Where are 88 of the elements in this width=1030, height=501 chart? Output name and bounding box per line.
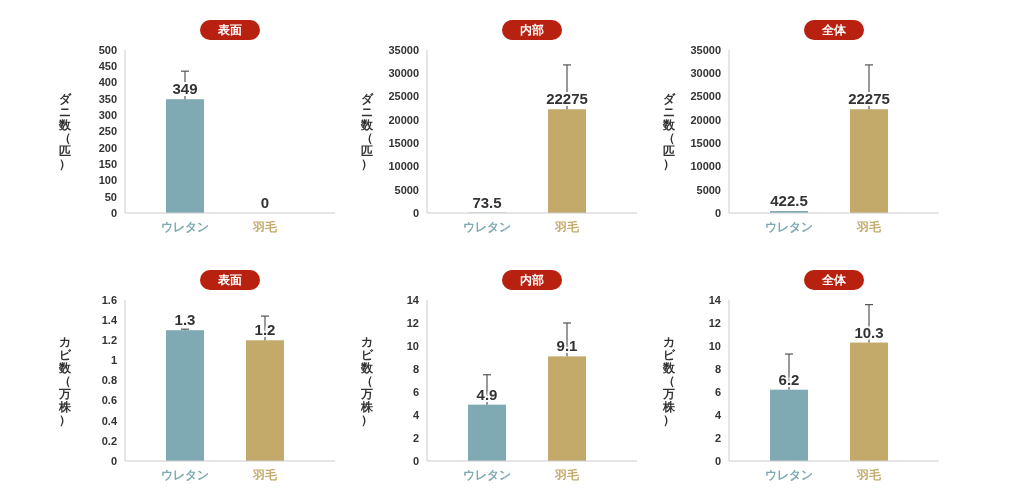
y-axis-title: カビ数（万株） [360,334,374,427]
y-tick-label: 20000 [388,113,419,126]
chart-title: 内部 [520,273,544,287]
y-tick-label: 15000 [388,136,419,149]
y-tick-label: 0 [412,454,419,467]
x-tick-label: 羽毛 [554,220,580,234]
y-tick-label: 6 [714,385,721,398]
data-label: 422.5 [770,192,808,210]
y-tick-label: 5000 [394,183,419,196]
y-tick-label: 30000 [388,67,419,80]
y-tick-label: 0.2 [101,434,117,447]
y-tick-label: 35000 [388,43,419,56]
data-label: 22275 [848,90,890,108]
y-tick-label: 10000 [690,160,721,173]
y-tick-label: 200 [98,141,117,154]
y-axis-title: カビ数（万株） [58,334,72,427]
data-label: 0 [260,194,270,211]
y-tick-label: 0 [412,206,419,219]
y-tick-label: 0 [714,206,721,219]
y-tick-label: 0.8 [101,374,117,387]
y-tick-label: 6 [412,385,419,398]
x-tick-label: 羽毛 [856,468,882,482]
y-tick-label: 10 [708,339,721,352]
data-label: 10.3 [854,323,884,341]
y-tick-label: 15000 [690,136,721,149]
y-tick-label: 4 [714,408,722,421]
y-tick-label: 0 [110,206,117,219]
y-tick-label: 0 [714,454,721,467]
data-label: 22275 [546,90,588,108]
y-tick-label: 1.2 [101,334,117,347]
y-tick-label: 20000 [690,113,721,126]
y-tick-label: 12 [708,316,721,329]
x-tick-label: ウレタン [765,220,813,234]
data-label: 1.2 [254,321,276,339]
y-tick-label: 0.6 [101,394,117,407]
y-tick-label: 1.6 [101,293,117,306]
y-axis-title: ダニ数（匹） [58,92,72,172]
y-tick-label: 12 [406,316,419,329]
x-tick-label: ウレタン [161,220,209,234]
y-tick-label: 350 [98,92,117,105]
y-tick-label: 400 [98,76,117,89]
y-tick-label: 500 [98,43,117,56]
y-tick-label: 0 [110,454,117,467]
y-tick-label: 450 [98,60,117,73]
y-tick-label: 5000 [696,183,721,196]
y-tick-label: 0.4 [101,414,118,427]
y-tick-label: 8 [714,362,721,375]
y-tick-label: 300 [98,109,117,122]
chart-title: 内部 [520,23,544,37]
x-tick-label: 羽毛 [252,220,278,234]
y-tick-label: 250 [98,125,117,138]
y-tick-label: 35000 [690,43,721,56]
y-tick-label: 30000 [690,67,721,80]
y-tick-label: 4 [412,408,420,421]
x-tick-label: 羽毛 [252,468,278,482]
y-tick-label: 10 [406,339,419,352]
y-tick-label: 25000 [388,90,419,103]
chart-title: 表面 [217,23,242,37]
x-tick-label: ウレタン [463,468,511,482]
y-tick-label: 8 [412,362,419,375]
y-axis-title: カビ数（万株） [662,334,676,427]
y-axis-title: ダニ数（匹） [662,92,676,172]
x-tick-label: 羽毛 [856,220,882,234]
x-tick-label: ウレタン [765,468,813,482]
y-tick-label: 25000 [690,90,721,103]
chart-title: 全体 [821,23,847,37]
y-tick-label: 14 [708,293,722,306]
y-tick-label: 1 [110,354,117,367]
data-label: 73.5 [472,193,502,211]
chart-title: 全体 [821,273,847,287]
data-label: 6.2 [778,370,800,388]
y-tick-label: 2 [412,431,419,444]
x-tick-label: ウレタン [161,468,209,482]
y-tick-label: 14 [406,293,420,306]
data-label: 1.3 [174,311,196,329]
y-tick-label: 10000 [388,160,419,173]
data-label: 349 [172,80,198,98]
x-tick-label: 羽毛 [554,468,580,482]
chart-title: 表面 [217,273,242,287]
data-label: 9.1 [556,337,578,355]
y-tick-label: 150 [98,157,117,170]
data-label: 4.9 [476,385,498,403]
y-tick-label: 1.4 [101,313,118,326]
y-axis-title: ダニ数（匹） [360,92,374,172]
y-tick-label: 100 [98,174,117,187]
y-tick-label: 2 [714,431,721,444]
x-tick-label: ウレタン [463,220,511,234]
y-tick-label: 50 [104,190,117,203]
